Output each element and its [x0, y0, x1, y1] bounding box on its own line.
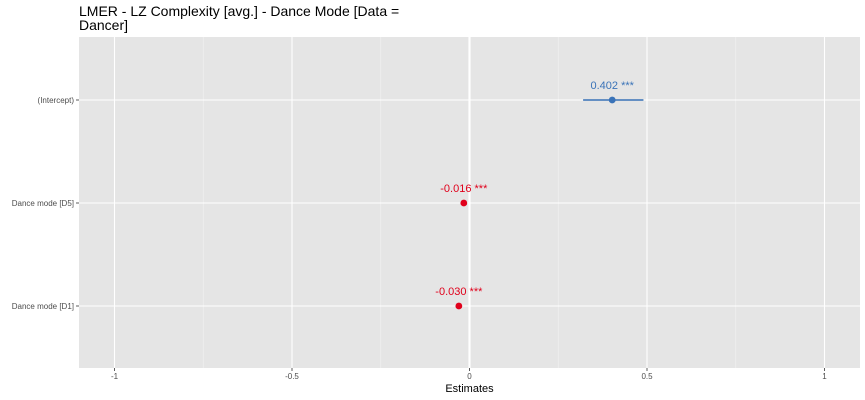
y-tick-label: Dance mode [D5]	[12, 199, 74, 208]
x-tick-label: 1	[822, 372, 827, 381]
estimate-label: -0.030 ***	[435, 286, 483, 298]
x-axis-title: Estimates	[445, 383, 494, 395]
estimate-point	[460, 199, 468, 207]
x-tick-label: 0	[467, 372, 472, 381]
x-tick-label: 0.5	[641, 372, 653, 381]
x-tick-label: -0.5	[285, 372, 299, 381]
chart-title: LMER - LZ Complexity [avg.] - Dance Mode…	[79, 3, 400, 33]
x-tick-label: -1	[111, 372, 119, 381]
y-tick-label: Dance mode [D1]	[12, 302, 74, 311]
estimate-label: -0.016 ***	[440, 183, 488, 195]
estimate-point	[608, 96, 616, 104]
y-tick-label: (Intercept)	[38, 96, 75, 105]
estimate-point	[455, 302, 463, 310]
estimate-label: 0.402 ***	[590, 80, 634, 92]
